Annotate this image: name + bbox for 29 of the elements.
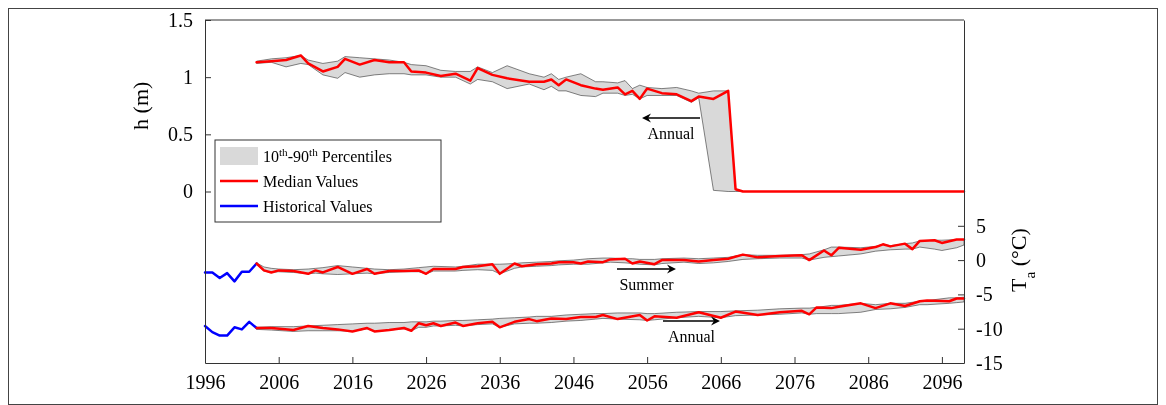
x-tick-label: 2076 xyxy=(775,371,816,394)
x-tick-label: 2096 xyxy=(922,371,963,394)
x-tick-label: 2006 xyxy=(259,371,300,394)
y-tick-label: 1.5 xyxy=(168,8,193,31)
x-tick-label: 2046 xyxy=(553,371,594,394)
x-tick-label: 2036 xyxy=(480,371,521,394)
line-series xyxy=(203,262,258,283)
y2-tick-label: 5 xyxy=(976,214,986,237)
x-tick-label: 2056 xyxy=(627,371,668,394)
y-axis-title: h (m) xyxy=(128,81,153,130)
y-tick-label: 0 xyxy=(183,180,193,203)
y-tick-label: 1 xyxy=(183,66,193,89)
x-tick-label: 2086 xyxy=(848,371,889,394)
legend-label: Median Values xyxy=(263,173,359,190)
x-tick-label: 2066 xyxy=(701,371,742,394)
x-tick-label: 1996 xyxy=(185,371,226,394)
y-tick-label: 0.5 xyxy=(168,123,193,146)
y2-tick-label: -15 xyxy=(976,351,1003,374)
y2-tick-label: -5 xyxy=(976,283,993,306)
line-series xyxy=(203,320,258,337)
y2-tick-label: -10 xyxy=(976,317,1003,340)
x-tick-label: 2026 xyxy=(406,371,447,394)
legend-label: Historical Values xyxy=(263,198,373,215)
x-tick-label: 2016 xyxy=(332,371,373,394)
annotation: 10$^{th}$-90$^{th}$ Percentiles xyxy=(263,146,392,165)
y2-tick-label: 0 xyxy=(976,249,986,271)
annotation: Summer xyxy=(619,276,675,293)
annotation: Annual xyxy=(667,328,716,345)
annotation: Annual xyxy=(647,125,696,142)
